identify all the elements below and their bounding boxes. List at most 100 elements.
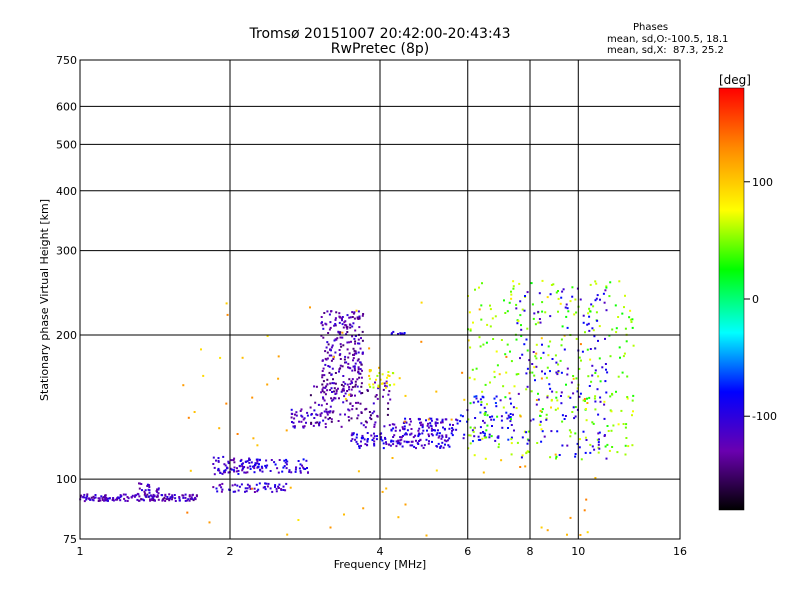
data-point (486, 414, 489, 417)
data-point (622, 423, 625, 425)
data-point (136, 498, 139, 501)
x-axis-ticks: 1 2 4 6 8 10 16 (77, 545, 688, 558)
data-point (290, 408, 293, 411)
data-point (233, 461, 236, 464)
data-point (351, 405, 354, 407)
data-point (215, 487, 218, 490)
data-point (323, 312, 326, 314)
data-point (146, 493, 149, 496)
data-point (343, 513, 345, 516)
data-point (462, 437, 465, 440)
data-point (412, 436, 415, 439)
data-point (555, 457, 557, 460)
data-point (340, 345, 343, 348)
data-point (322, 380, 325, 383)
data-point (523, 309, 526, 312)
data-point (86, 495, 89, 498)
data-point (213, 473, 216, 476)
data-point (334, 397, 337, 400)
data-point (451, 434, 454, 437)
data-point (479, 438, 482, 441)
data-point (398, 377, 401, 380)
data-point (611, 393, 614, 396)
data-point (431, 434, 434, 437)
data-point (217, 457, 220, 459)
data-point (126, 500, 129, 502)
data-point (434, 422, 437, 425)
data-point (306, 414, 309, 417)
data-point (314, 421, 317, 424)
data-point (227, 462, 230, 465)
data-point (588, 315, 591, 318)
data-point (594, 280, 597, 283)
data-point (145, 495, 148, 498)
data-point (463, 398, 466, 401)
data-point (336, 337, 339, 340)
data-point (575, 337, 578, 340)
data-point (353, 367, 356, 370)
data-point (119, 499, 122, 502)
data-point (561, 325, 564, 328)
data-point (333, 390, 335, 393)
data-point (369, 414, 372, 417)
data-point (335, 311, 338, 314)
data-point (378, 366, 380, 369)
data-point (351, 335, 354, 338)
data-point (182, 496, 185, 499)
data-point (395, 445, 398, 448)
data-point (480, 318, 483, 321)
data-point (366, 432, 369, 434)
data-point (319, 414, 322, 417)
data-point (409, 444, 412, 447)
data-point (355, 407, 358, 410)
data-point (372, 437, 375, 440)
data-point (354, 340, 357, 343)
data-point (382, 388, 385, 391)
data-point (359, 402, 362, 405)
data-point (473, 395, 476, 398)
data-point (351, 432, 354, 435)
data-point (455, 428, 458, 431)
data-point (123, 497, 126, 500)
data-point (189, 469, 192, 472)
data-point (546, 396, 549, 399)
data-point (466, 420, 469, 423)
data-point (491, 317, 494, 320)
data-point (535, 403, 538, 406)
data-point (589, 451, 592, 454)
data-point (448, 445, 451, 448)
data-point (587, 375, 590, 378)
data-point (377, 387, 380, 390)
data-point (632, 394, 635, 397)
data-point (624, 294, 626, 297)
data-point (521, 454, 524, 457)
data-point (524, 465, 527, 468)
data-point (435, 469, 438, 472)
data-point (237, 469, 240, 472)
data-point (265, 482, 268, 485)
data-point (104, 494, 107, 497)
data-point (360, 440, 362, 443)
data-point (360, 444, 362, 447)
data-point (469, 328, 472, 331)
data-point (262, 486, 265, 489)
data-point (399, 442, 402, 445)
data-point (290, 471, 293, 474)
data-point (428, 435, 430, 438)
data-point (598, 438, 600, 441)
data-point (571, 286, 574, 289)
data-point (564, 306, 567, 309)
data-point (546, 296, 549, 299)
data-point (585, 498, 588, 501)
data-point (516, 441, 519, 444)
data-point (86, 493, 89, 496)
data-point (451, 429, 453, 432)
data-point (401, 332, 404, 335)
data-point (345, 399, 348, 402)
data-point (492, 338, 495, 340)
data-point (510, 297, 513, 300)
data-point (322, 396, 324, 399)
data-point (373, 410, 376, 413)
data-point (475, 397, 478, 400)
data-point (331, 367, 334, 370)
